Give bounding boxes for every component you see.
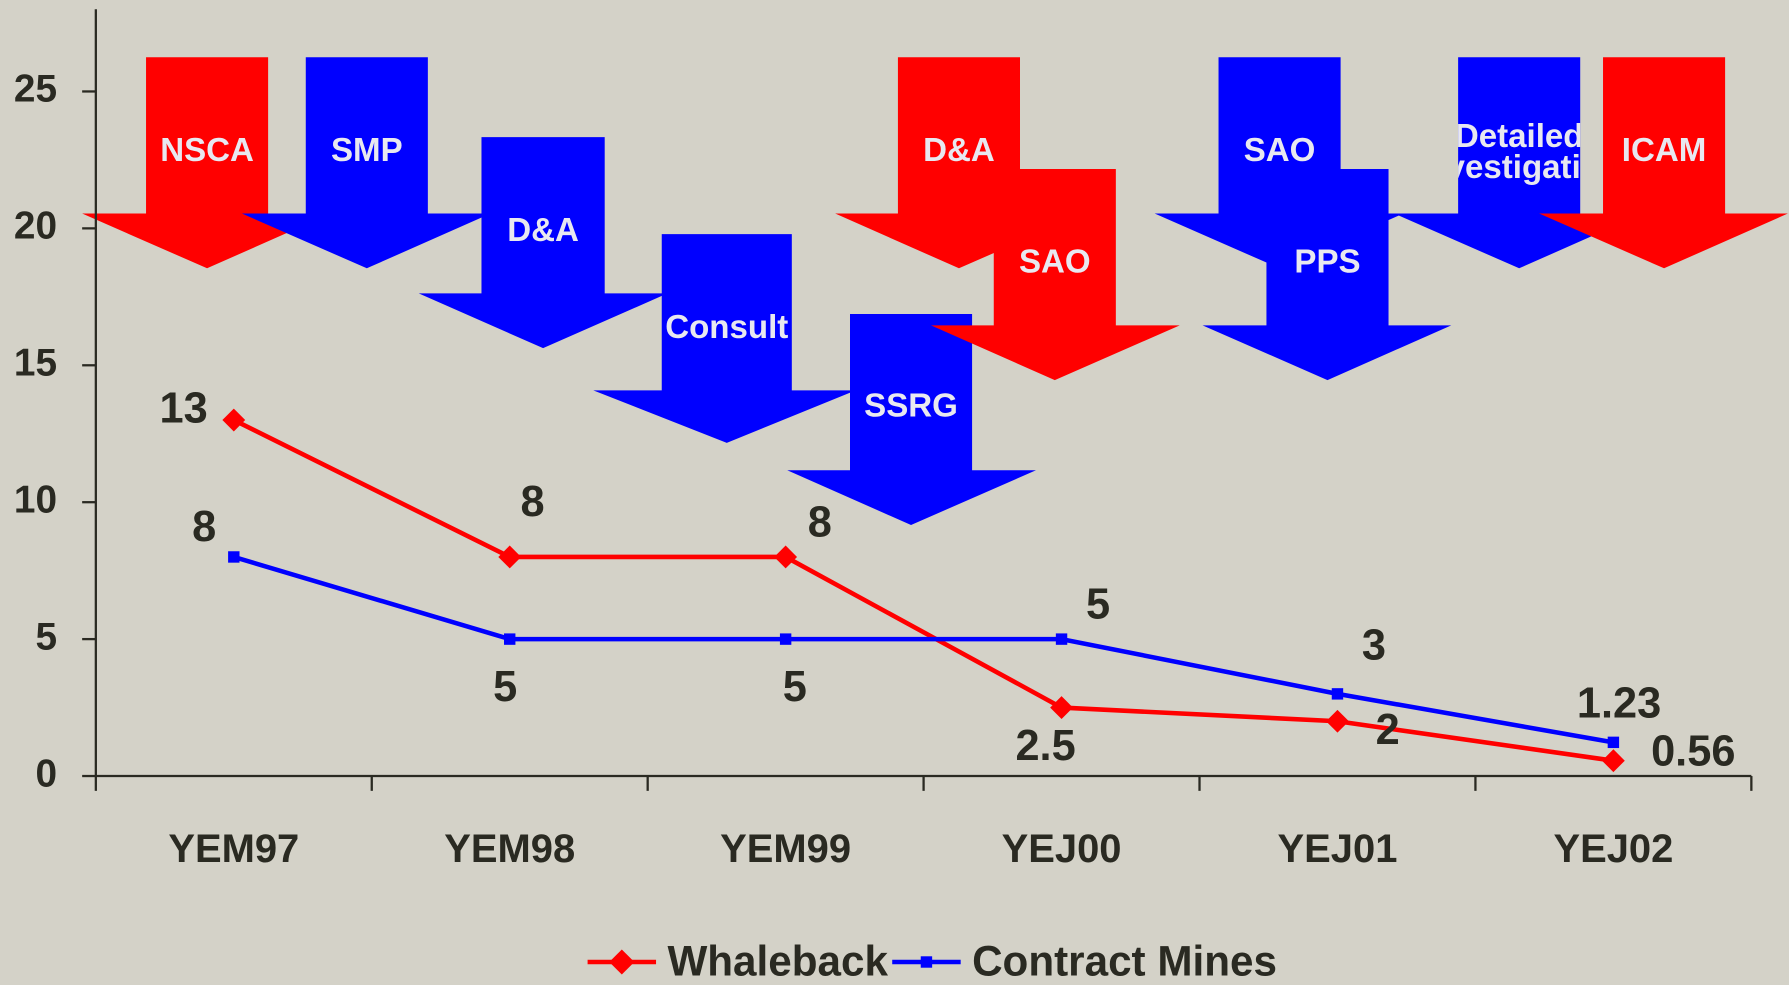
y-tick-label: 25 — [14, 68, 57, 111]
legend-label: Whaleback — [667, 937, 888, 984]
arrow-label: D&A — [923, 132, 995, 169]
arrow-label: PPS — [1294, 243, 1360, 280]
marker — [1055, 633, 1068, 645]
annotation-arrows: NSCA SMP D&A Consult SSRG D&A SAO SAO PPS Detaile… — [82, 57, 1788, 526]
data-label: 0.56 — [1651, 727, 1735, 775]
x-tick-label: YEM99 — [720, 827, 851, 871]
arrow-label: NSCA — [160, 132, 254, 169]
marker — [504, 633, 516, 645]
arrow — [931, 169, 1180, 381]
arrow — [1539, 57, 1788, 269]
x-tick-label: YEJ01 — [1278, 827, 1398, 871]
annotation: SSRG — [787, 313, 1036, 526]
arrow — [241, 57, 491, 269]
marker — [1331, 688, 1344, 700]
data-label: 2.5 — [1015, 722, 1075, 770]
arrow-label-line: NSCA — [160, 132, 254, 169]
annotation: Consult — [593, 234, 856, 443]
x-tick-label: YEJ02 — [1553, 827, 1673, 871]
data-label: 3 — [1362, 622, 1386, 670]
arrow-label: ICAM — [1622, 132, 1707, 169]
arrow — [418, 137, 668, 349]
x-tick-label: YEM98 — [444, 827, 575, 871]
data-label: 2 — [1376, 706, 1400, 754]
arrow-label-line: D&A — [923, 132, 995, 169]
arrow-label: SMP — [331, 132, 403, 169]
marker — [1326, 709, 1349, 733]
y-tick-label: 5 — [35, 615, 57, 658]
arrow — [593, 234, 856, 443]
series-line — [232, 418, 1614, 763]
arrow-label: Detailed Investigation — [1417, 118, 1621, 186]
data-label: 8 — [520, 478, 544, 526]
arrow-label-line: SAO — [1244, 132, 1316, 169]
arrow — [787, 313, 1036, 526]
arrow-label-line: Investigation — [1417, 149, 1621, 186]
legend: Whaleback Contract Mines — [587, 937, 1277, 984]
arrow-label-line: ICAM — [1622, 132, 1707, 169]
arrow — [1202, 169, 1452, 381]
x-tick-label: YEM97 — [168, 827, 299, 871]
annotation: PPS — [1202, 169, 1452, 381]
data-label: 13 — [159, 384, 207, 432]
annotation: ICAM — [1539, 57, 1788, 269]
annotation: SAO — [931, 169, 1180, 381]
arrow-label: Consult — [665, 309, 788, 346]
arrow-label-line: Detailed — [1455, 118, 1584, 155]
annotation: SMP — [241, 57, 491, 269]
arrow-label: SAO — [1019, 243, 1091, 280]
marker — [228, 551, 240, 563]
marker — [1607, 736, 1620, 749]
marker — [1050, 696, 1073, 719]
data-label: 8 — [808, 498, 832, 546]
arrow-label-line: SMP — [331, 132, 403, 169]
y-tick-label: 10 — [14, 478, 57, 521]
data-label: 5 — [1086, 581, 1110, 629]
arrow-label-line: D&A — [507, 212, 579, 249]
y-tick-label: 20 — [14, 205, 57, 248]
arrow-label: D&A — [507, 212, 579, 249]
arrow-label-line: SAO — [1019, 243, 1091, 280]
data-label: 5 — [493, 663, 517, 711]
data-label: 8 — [192, 503, 216, 551]
y-tick-label: 0 — [35, 752, 57, 795]
arrow-label: SAO — [1244, 132, 1316, 169]
legend-label: Contract Mines — [972, 937, 1277, 984]
legend-marker — [609, 949, 635, 975]
series-line — [233, 554, 1614, 745]
marker — [222, 408, 246, 432]
marker — [774, 545, 798, 569]
marker — [1601, 749, 1625, 773]
x-tick-label: YEJ00 — [1002, 827, 1122, 871]
arrow-label-line: PPS — [1294, 243, 1360, 280]
annotation: NSCA — [82, 57, 331, 269]
arrow-label-line: SSRG — [864, 387, 958, 424]
marker — [498, 545, 522, 569]
data-label: 5 — [783, 663, 807, 711]
annotation: D&A — [418, 137, 668, 349]
y-tick-label: 15 — [14, 342, 57, 385]
data-label: 1.23 — [1577, 679, 1661, 727]
arrow-label-line: Consult — [665, 309, 788, 346]
marker — [779, 633, 792, 645]
legend-marker — [920, 956, 933, 968]
arrow-label: SSRG — [864, 387, 958, 424]
